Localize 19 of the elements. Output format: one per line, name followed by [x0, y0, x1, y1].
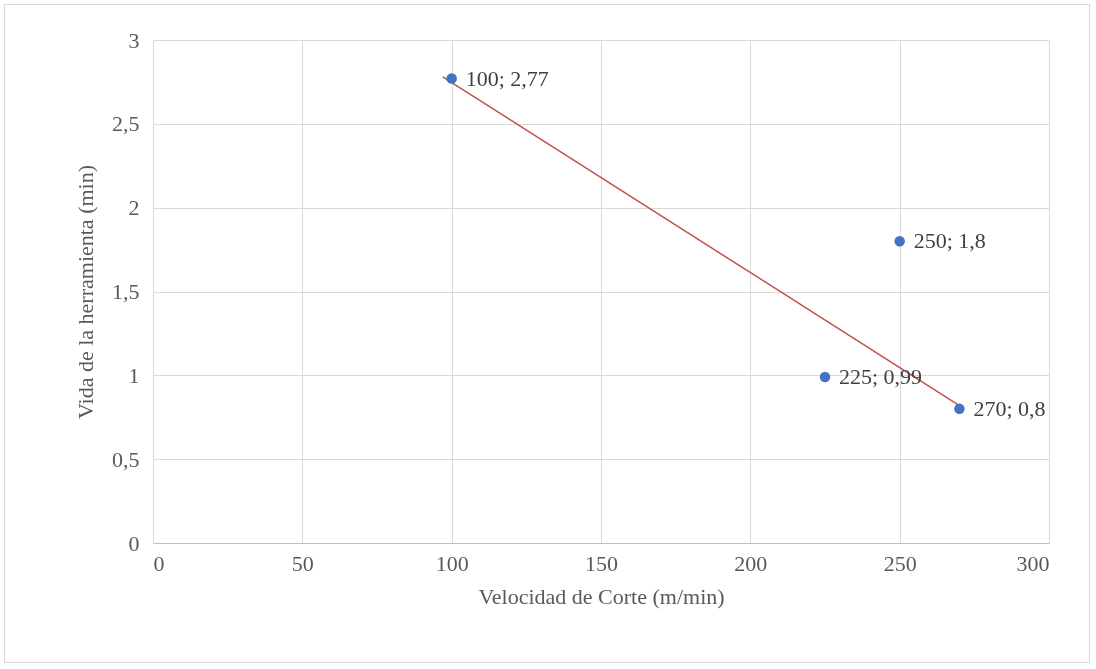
y-tick-label: 0 — [128, 530, 140, 556]
y-axis-title: Vida de la herramienta (min) — [73, 164, 98, 420]
x-tick-label: 50 — [291, 550, 314, 576]
x-axis-title: Velocidad de Corte (m/min) — [478, 583, 725, 609]
y-tick-label: 2,5 — [112, 111, 140, 137]
data-label: 270; 0,8 — [973, 395, 1046, 421]
x-tick-label: 250 — [883, 550, 917, 576]
x-tick-label: 100 — [435, 550, 469, 576]
data-label: 250; 1,8 — [913, 228, 986, 254]
x-tick-label: 150 — [585, 550, 618, 576]
y-tick-label: 0,5 — [112, 446, 140, 472]
y-tick-label: 1,5 — [112, 279, 140, 304]
x-tick-label: 200 — [734, 550, 768, 576]
y-tick-label: 3 — [128, 27, 140, 53]
x-tick-label: 300 — [1016, 550, 1050, 576]
data-label: 100; 2,77 — [465, 65, 549, 91]
y-tick-label: 1 — [128, 362, 140, 388]
y-tick-label: 2 — [128, 195, 140, 221]
x-tick-label: 0 — [153, 550, 165, 576]
